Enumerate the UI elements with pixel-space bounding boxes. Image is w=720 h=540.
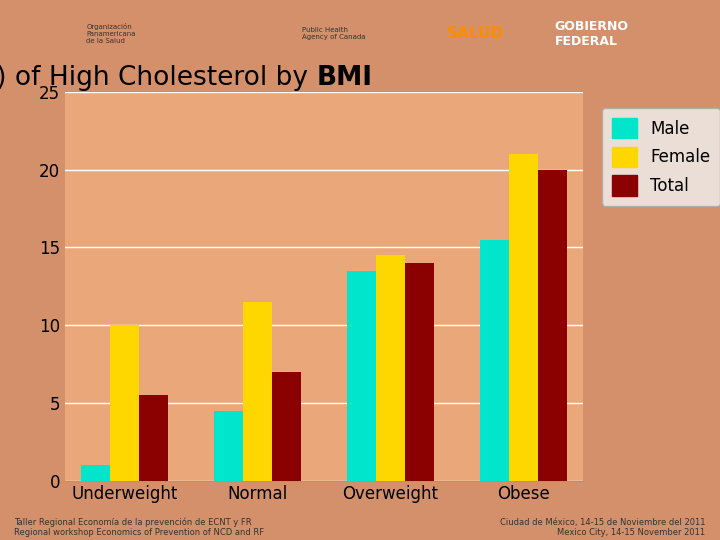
Bar (405, 263, 434, 481)
Text: BMI: BMI (317, 65, 373, 91)
Text: SALUD: SALUD (446, 26, 503, 41)
Text: Taller Regional Economía de la prevención de ECNT y FR
Regional workshop Economi: Taller Regional Economía de la prevenció… (14, 517, 264, 537)
Bar (214, 410, 243, 481)
Bar (376, 255, 405, 481)
Text: GOBIERNO
FEDERAL: GOBIERNO FEDERAL (554, 20, 629, 48)
Bar (480, 240, 509, 481)
Bar (272, 372, 302, 481)
Bar (110, 325, 139, 481)
Legend: Male, Female, Total: Male, Female, Total (602, 108, 720, 206)
Bar (538, 170, 567, 481)
Bar (346, 271, 376, 481)
Text: Organización
Panamericana
de la Salud: Organización Panamericana de la Salud (86, 23, 136, 44)
Text: Prevalence(%) of High Cholesterol by: Prevalence(%) of High Cholesterol by (0, 65, 317, 91)
Text: Ciudad de México, 14-15 de Noviembre del 2011
Mexico City, 14-15 November 2011: Ciudad de México, 14-15 de Noviembre del… (500, 518, 706, 537)
Bar (81, 465, 110, 481)
Bar (509, 154, 538, 481)
Text: Public Health
Agency of Canada: Public Health Agency of Canada (302, 27, 366, 40)
Bar (243, 302, 272, 481)
Bar (139, 395, 168, 481)
